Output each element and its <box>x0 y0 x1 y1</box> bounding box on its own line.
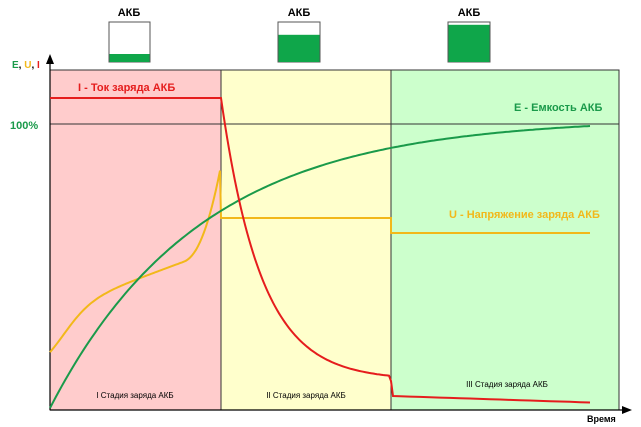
battery-icon-stage-3: АКБ <box>447 7 491 63</box>
battery-icon-stage-1: АКБ <box>108 7 151 63</box>
stage-1-region <box>50 70 221 410</box>
capacity-curve <box>49 125 591 409</box>
hundred-percent-label: 100% <box>10 120 38 132</box>
y-axis-label-i: I <box>37 60 40 71</box>
y-axis-label-u: U <box>24 60 31 71</box>
capacity-series-label: E - Емкость АКБ <box>514 102 603 114</box>
battery-charge-fill <box>278 34 320 62</box>
stage-2-label: II Стадия заряда АКБ <box>266 391 346 400</box>
stage-3-region <box>391 70 619 410</box>
battery-charge-fill <box>448 24 490 62</box>
y-axis-label-e: E <box>12 60 19 71</box>
battery-label: АКБ <box>458 7 481 19</box>
x-axis-label: Время <box>587 414 616 424</box>
battery-label: АКБ <box>288 7 311 19</box>
y-axis-label-sep: , <box>19 60 25 71</box>
current-series-label: I - Ток заряда АКБ <box>78 82 175 94</box>
battery-charge-fill <box>109 54 150 62</box>
battery-icon-stage-2: АКБ <box>277 7 321 63</box>
y-axis-label: E, U, I <box>12 60 40 71</box>
stage-2-region <box>221 70 391 410</box>
stage-3-label: III Стадия заряда АКБ <box>466 380 548 389</box>
voltage-series-label: U - Напряжение заряда АКБ <box>449 209 600 221</box>
y-axis-arrow-icon <box>46 54 54 64</box>
x-axis-arrow-icon <box>622 406 632 414</box>
y-axis-label-sep: , <box>31 60 37 71</box>
current-curve <box>50 97 591 404</box>
battery-label: АКБ <box>118 7 141 19</box>
stage-1-label: I Стадия заряда АКБ <box>96 391 173 400</box>
